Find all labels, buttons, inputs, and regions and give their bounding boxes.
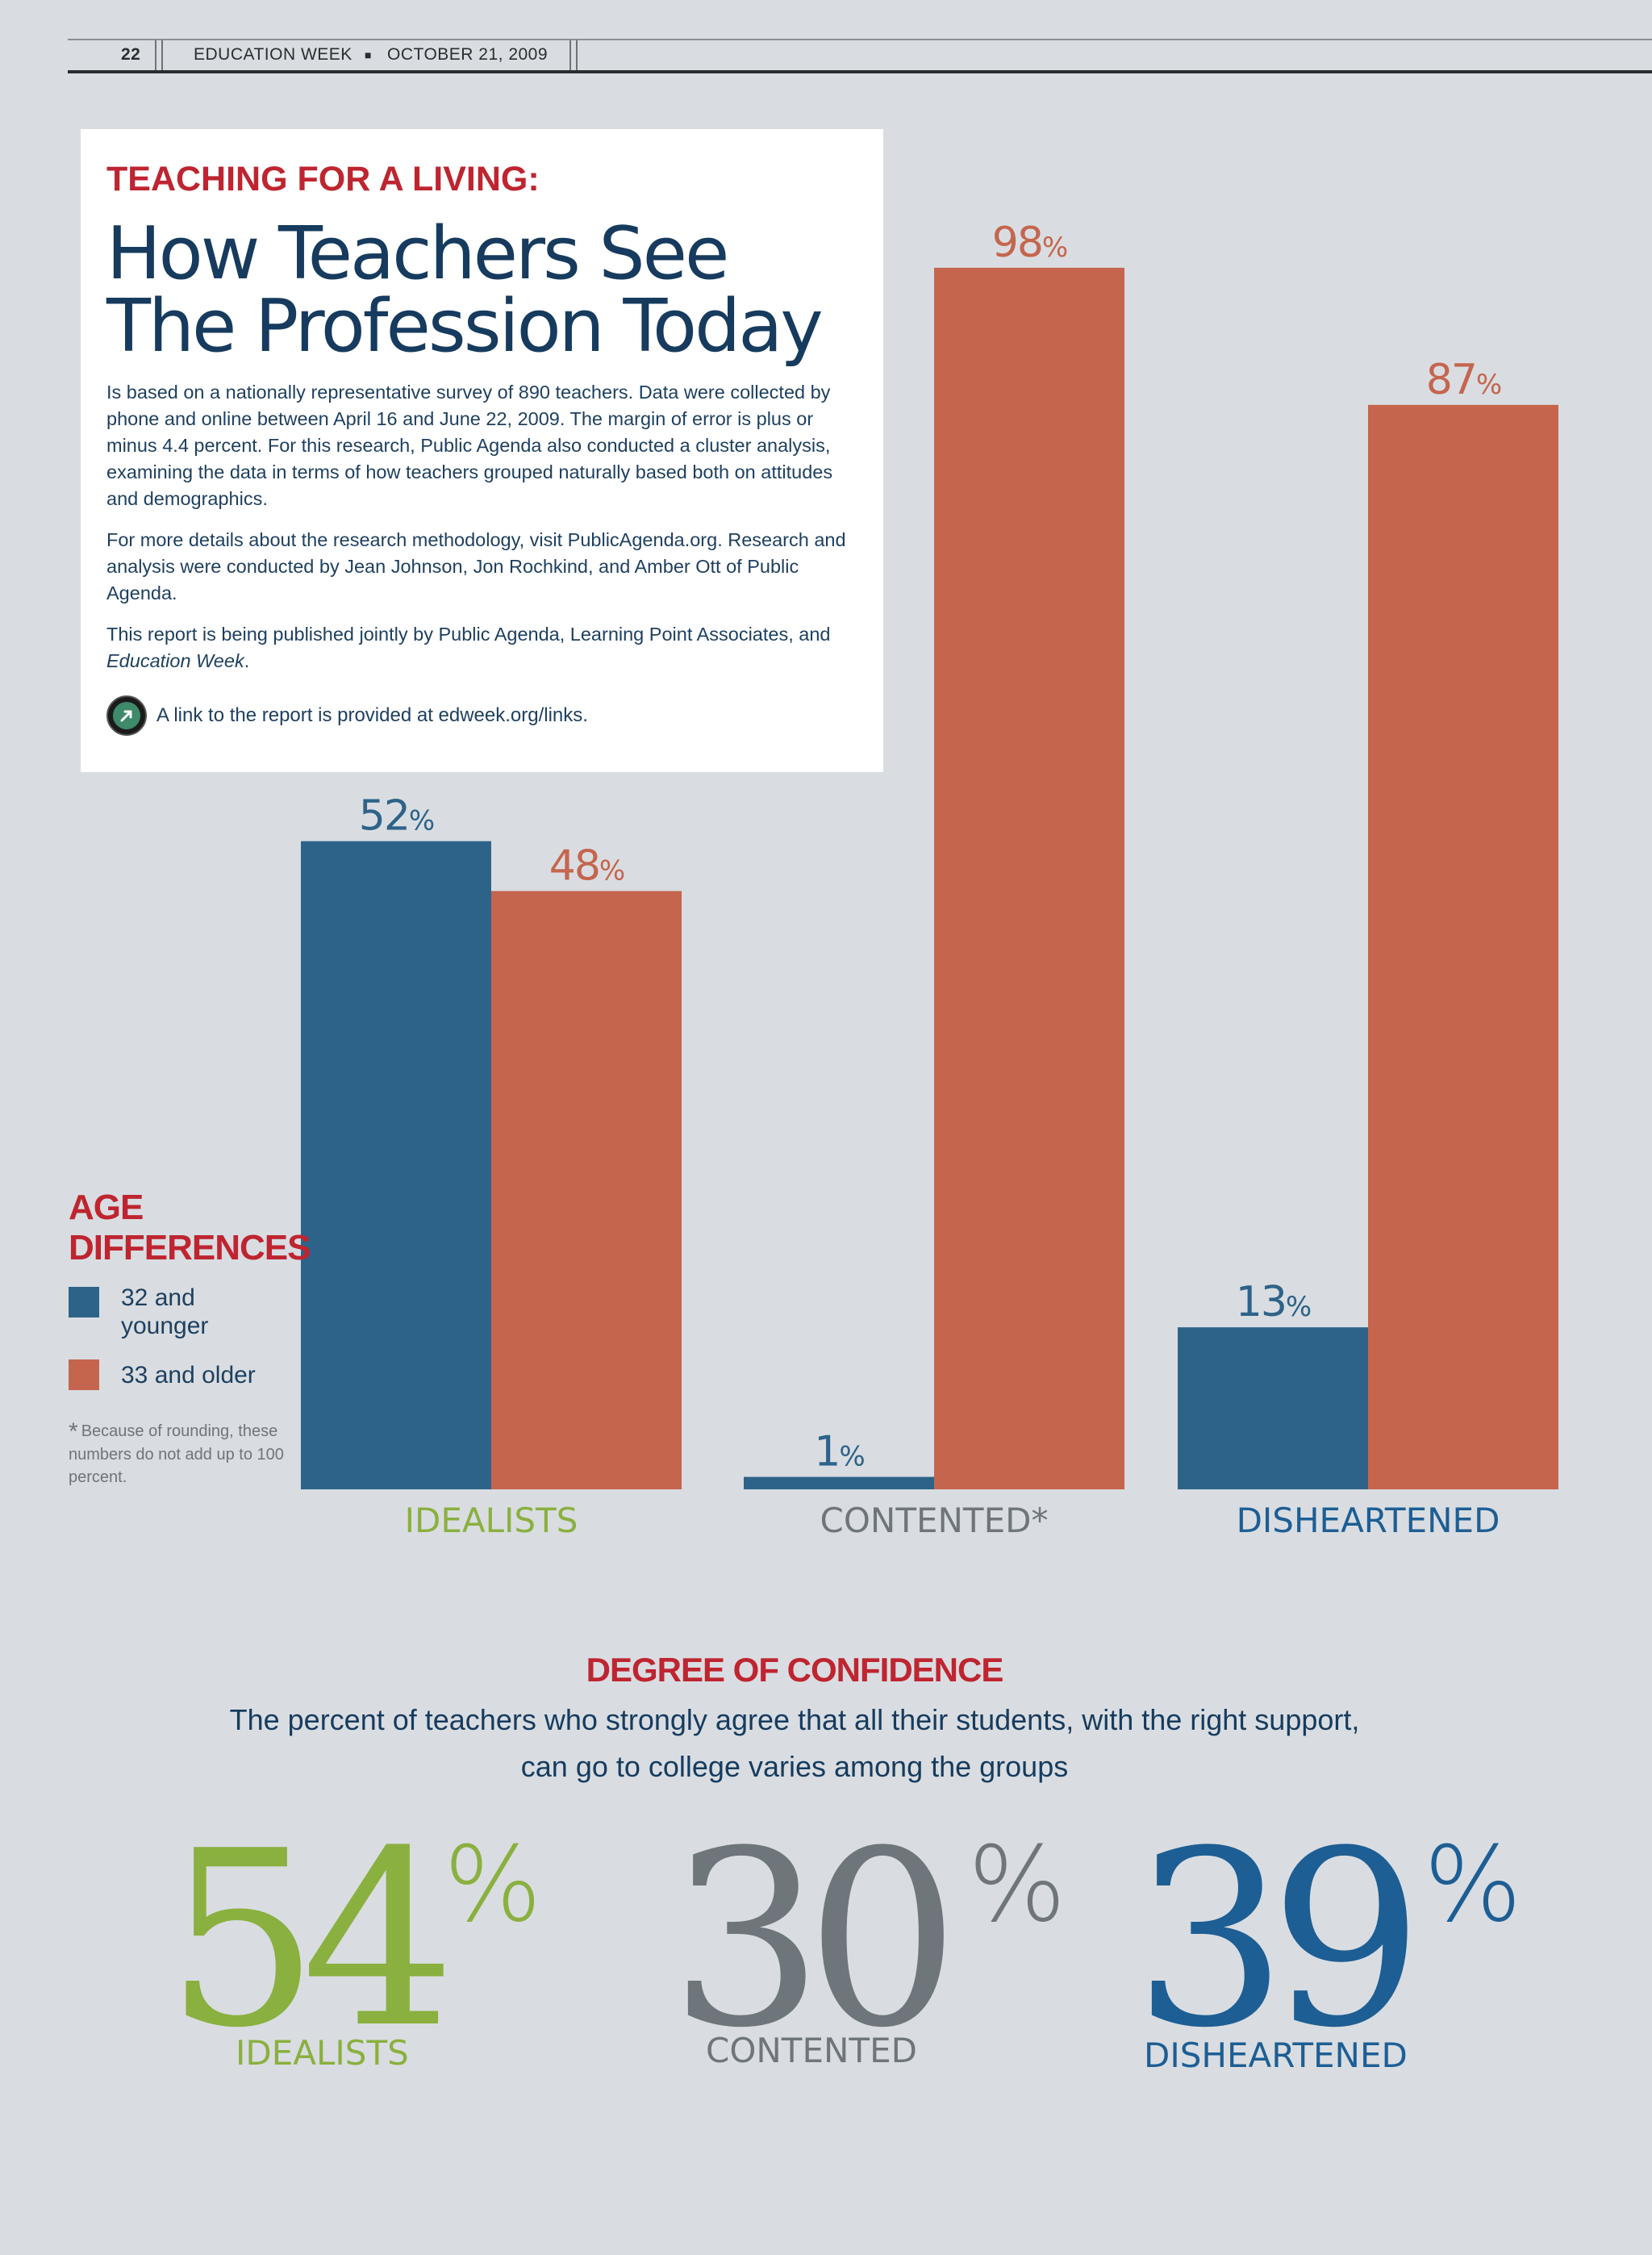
details-paragraph: For more details about the research meth… <box>106 529 846 603</box>
confidence-stat-idealists: 54 % <box>165 1819 544 2078</box>
legend-title-line-2: DIFFERENCES <box>69 1228 311 1267</box>
stat-value: 30 <box>670 1799 960 2081</box>
title-line-2: The Profession Today <box>106 284 824 369</box>
bar-contented-old <box>934 267 1124 1489</box>
stat-label-contented: CONTENTED <box>706 2031 917 2070</box>
header-divider <box>161 40 163 70</box>
stat-label-idealists: IDEALISTS <box>236 2033 409 2073</box>
category-label-idealists: IDEALISTS <box>405 1501 578 1540</box>
footnote: * Because of rounding, these numbers do n… <box>69 1420 290 1489</box>
category-label-contented: CONTENTED* <box>820 1501 1049 1540</box>
category-label-disheartened: DISHEARTENED <box>1237 1501 1500 1540</box>
title-line-1: How Teachers See <box>106 211 729 296</box>
stat-value: 54 <box>165 1799 456 2081</box>
legend-label-young: 32 and younger <box>121 1284 208 1340</box>
publishers-paragraph: This report is being published jointly b… <box>106 621 861 674</box>
header-divider <box>155 40 156 70</box>
page-number: 22 <box>121 45 141 64</box>
legend-label-young-line-2: younger <box>121 1313 209 1339</box>
bar-idealists-old <box>491 891 682 1489</box>
footnote-text: Because of rounding, these numbers do no… <box>69 1422 284 1486</box>
data-label: 52% <box>359 792 434 841</box>
data-label: 87% <box>1426 356 1501 404</box>
link-text[interactable]: A link to the report is provided at edwe… <box>156 704 588 726</box>
publishers-text: This report is being published jointly b… <box>106 624 831 645</box>
confidence-stat-contented: 30 % <box>670 1799 1066 2081</box>
header-separator: ■ <box>365 48 372 61</box>
data-label: 13% <box>1236 1278 1311 1326</box>
legend-label-young-line-1: 32 and <box>121 1284 195 1311</box>
stat-label-disheartened: DISHEARTENED <box>1144 2036 1408 2075</box>
publication-name: EDUCATION WEEK <box>194 45 353 64</box>
arrow-link-icon[interactable] <box>106 695 147 736</box>
legend-swatch-young <box>69 1287 99 1318</box>
data-label: 48% <box>549 841 624 890</box>
publishers-end: . <box>244 650 250 671</box>
percent-sign: % <box>1424 1825 1522 1945</box>
data-label: 98% <box>992 219 1067 267</box>
report-link[interactable]: A link to the report is provided at edwe… <box>106 695 588 736</box>
bar-disheartened-young <box>1178 1327 1368 1489</box>
bar-contented-young <box>744 1476 934 1489</box>
bar-idealists-young <box>301 841 491 1489</box>
confidence-subtitle-line-1: The percent of teachers who strongly agr… <box>229 1703 1360 1736</box>
age-differences-chart: 52% 48% IDEALISTS 1% 98% CONTENTED* 13% 87% DISH… <box>301 219 1558 1540</box>
header-divider <box>576 40 578 70</box>
header-divider <box>569 40 571 70</box>
kicker: TEACHING FOR A LIVING: <box>106 160 540 198</box>
intro-box <box>81 129 883 772</box>
confidence-stat-disheartened: 39 % <box>1133 1799 1522 2081</box>
percent-sign: % <box>968 1825 1066 1945</box>
footnote-asterisk: * <box>69 1418 78 1445</box>
page-title: How Teachers See The Profession Today <box>106 218 857 363</box>
data-label: 1% <box>814 1428 864 1476</box>
confidence-subtitle: The percent of teachers who strongly agr… <box>161 1697 1428 1790</box>
methodology-paragraph: Is based on a nationally representative … <box>106 382 833 509</box>
stat-value: 39 <box>1133 1799 1424 2081</box>
legend-title: AGE DIFFERENCES <box>69 1188 311 1268</box>
issue-date: OCTOBER 21, 2009 <box>387 45 549 64</box>
bar-disheartened-old <box>1368 404 1558 1490</box>
confidence-subtitle-line-2: can go to college varies among the group… <box>520 1750 1069 1783</box>
publication-italic: Education Week <box>106 650 244 671</box>
legend-swatch-old <box>69 1359 99 1390</box>
percent-sign: % <box>444 1825 542 1945</box>
header-rule-top <box>68 39 1652 40</box>
legend-title-line-1: AGE <box>69 1188 144 1227</box>
confidence-title: DEGREE OF CONFIDENCE <box>586 1651 1004 1689</box>
header-rule-bottom <box>68 70 1652 73</box>
legend-label-old: 33 and older <box>121 1362 256 1388</box>
